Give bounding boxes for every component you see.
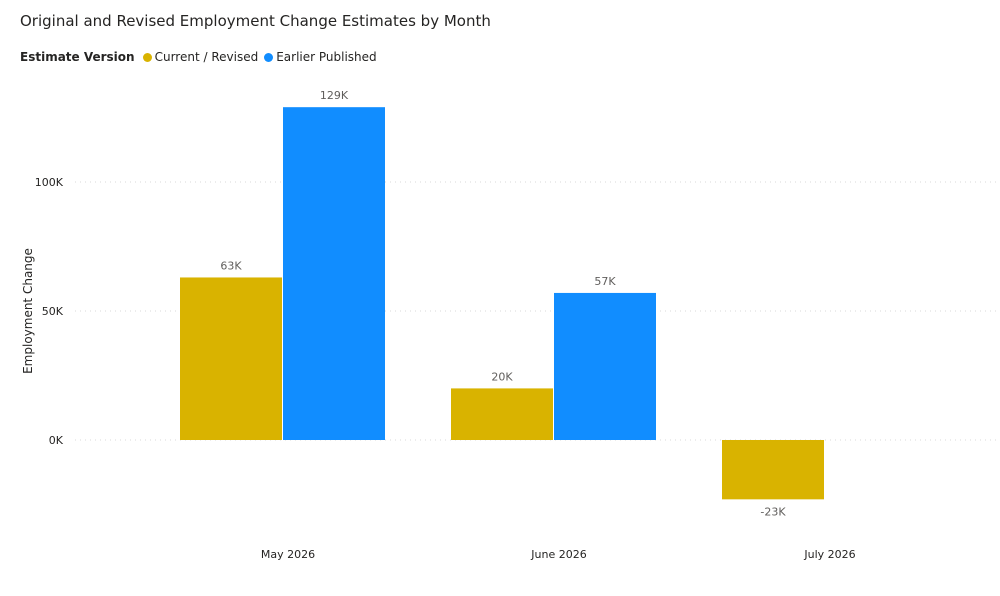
x-tick-label: July 2026 xyxy=(803,548,855,561)
y-tick-label: 50K xyxy=(42,305,64,318)
legend-marker-current-revised xyxy=(142,52,152,62)
data-label: 63K xyxy=(220,259,242,272)
bar xyxy=(722,440,824,500)
chart-title: Original and Revised Employment Change E… xyxy=(20,12,491,30)
legend-label-earlier-published: Earlier Published xyxy=(276,50,377,64)
legend-label-current-revised: Current / Revised xyxy=(154,50,259,64)
x-tick-label: May 2026 xyxy=(261,548,315,561)
data-label: 20K xyxy=(491,370,513,383)
bar xyxy=(180,277,282,440)
y-tick-label: 100K xyxy=(35,176,64,189)
x-tick-label: June 2026 xyxy=(530,548,586,561)
data-label: -23K xyxy=(760,505,786,518)
legend-item-current-revised[interactable]: Current / Revised xyxy=(142,50,259,64)
data-label: 129K xyxy=(320,89,349,102)
legend-item-earlier-published[interactable]: Earlier Published xyxy=(264,50,377,64)
y-tick-label: 0K xyxy=(49,434,64,447)
bar xyxy=(283,107,385,441)
bar xyxy=(554,292,656,440)
y-axis-title: Employment Change xyxy=(21,248,35,374)
bar xyxy=(451,388,553,440)
legend-marker-earlier-published xyxy=(264,52,274,62)
legend: Estimate Version Current / Revised Earli… xyxy=(20,50,383,64)
legend-title: Estimate Version xyxy=(20,50,135,64)
data-label: 57K xyxy=(594,275,616,288)
